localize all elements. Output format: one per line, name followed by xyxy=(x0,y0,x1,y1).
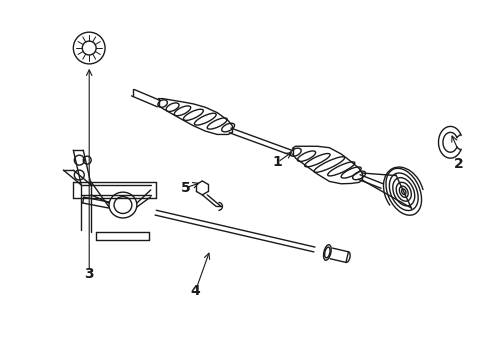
Text: 4: 4 xyxy=(190,284,200,298)
Text: 2: 2 xyxy=(452,157,462,171)
Text: 5: 5 xyxy=(180,181,190,195)
Text: 1: 1 xyxy=(272,155,282,169)
Text: 3: 3 xyxy=(84,267,94,281)
